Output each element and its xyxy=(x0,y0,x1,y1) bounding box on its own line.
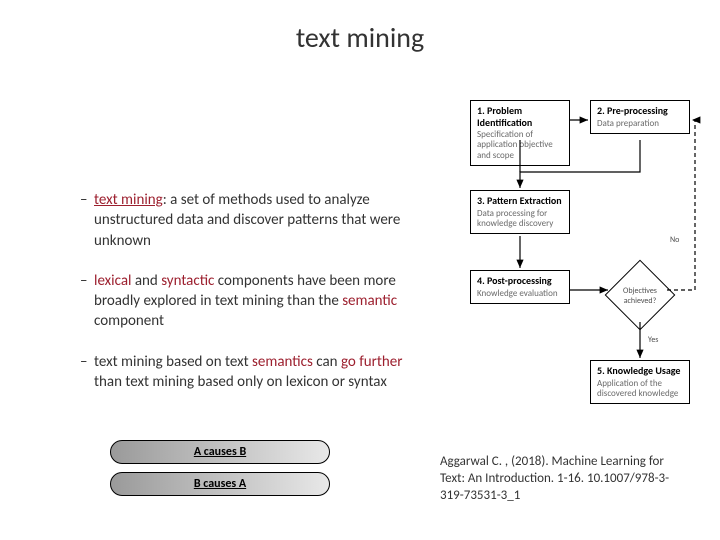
bullet-text: and xyxy=(131,272,161,290)
cause-b-button: B causes A xyxy=(110,472,330,496)
key-term: semantics xyxy=(252,353,313,371)
key-term: syntactic xyxy=(161,272,214,290)
flow-title: 3. Pattern Extraction xyxy=(477,195,563,207)
flow-node-3: 3. Pattern Extraction Data processing fo… xyxy=(470,190,570,234)
flow-sub: Data processing for knowledge discovery xyxy=(477,209,563,230)
cause-a-button: A causes B xyxy=(110,440,330,464)
flow-title: 5. Knowledge Usage xyxy=(597,365,683,377)
bullet-2: lexical and syntactic components have be… xyxy=(80,271,420,332)
flow-title: 2. Pre-processing xyxy=(597,105,683,117)
flow-sub: Data preparation xyxy=(597,119,683,129)
flow-title: 4. Post-processing xyxy=(477,275,563,287)
key-term: text mining xyxy=(94,191,163,209)
key-term: go further xyxy=(341,353,403,371)
flow-node-4: 4. Post-processing Knowledge evaluation xyxy=(470,270,570,304)
flowchart: 1. Problem Identification Specification … xyxy=(470,100,710,430)
cause-buttons: A causes B B causes A xyxy=(110,440,350,504)
edge-label-yes: Yes xyxy=(648,335,658,345)
flow-node-1: 1. Problem Identification Specification … xyxy=(470,100,570,166)
key-term: lexical xyxy=(94,272,131,290)
flow-node-2: 2. Pre-processing Data preparation xyxy=(590,100,690,134)
flow-sub: Knowledge evaluation xyxy=(477,289,563,299)
bullet-text: text mining based on text xyxy=(94,353,252,371)
bullet-text: than text mining based only on lexicon o… xyxy=(94,373,387,391)
bullet-text: can xyxy=(313,353,341,371)
flow-sub: Application of the discovered knowledge xyxy=(597,379,683,400)
edge-label-no: No xyxy=(670,235,679,245)
bullet-1: text mining: a set of methods used to an… xyxy=(80,190,420,251)
flow-decision-label: Objectives achieved? xyxy=(615,286,665,306)
flow-node-5: 5. Knowledge Usage Application of the di… xyxy=(590,360,690,404)
bullet-list: text mining: a set of methods used to an… xyxy=(80,190,420,412)
citation-text: Aggarwal C. , (2018). Machine Learning f… xyxy=(440,454,690,505)
slide-title: text mining xyxy=(0,20,720,55)
key-term: semantic xyxy=(342,292,397,310)
flow-title: 1. Problem Identification xyxy=(477,105,563,128)
bullet-text: component xyxy=(94,312,164,330)
flow-sub: Specification of application objective a… xyxy=(477,130,563,161)
bullet-3: text mining based on text semantics can … xyxy=(80,352,420,393)
